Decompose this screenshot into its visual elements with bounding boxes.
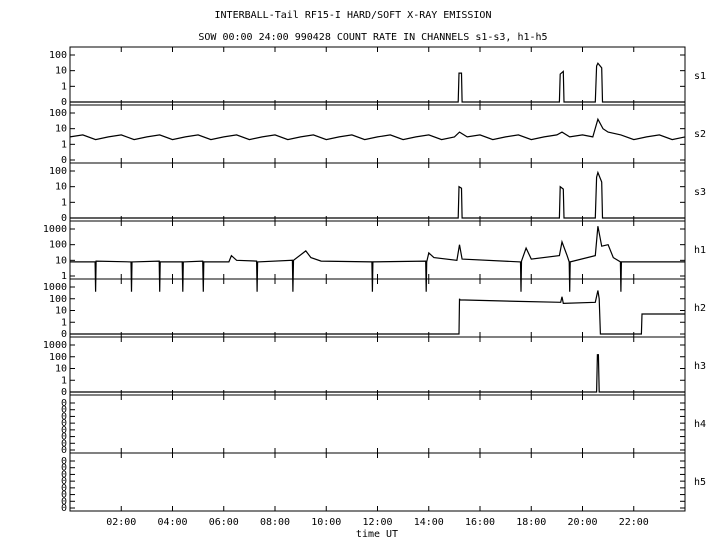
y-tick-label: 10 xyxy=(55,364,67,375)
y-tick-label: 0 xyxy=(61,445,67,456)
y-tick-label: 0 xyxy=(61,456,67,467)
panel-frame xyxy=(69,46,686,106)
panel-frame xyxy=(69,394,686,454)
y-tick-label: 1000 xyxy=(43,224,67,235)
panel-label: h3 xyxy=(694,361,706,372)
x-tick-label: 04:00 xyxy=(157,517,187,528)
y-tick-label: 1 xyxy=(61,81,67,92)
data-line xyxy=(70,290,685,335)
y-tick-label: 100 xyxy=(49,294,67,305)
y-tick-label: 0 xyxy=(61,432,67,443)
y-tick-label: 0 xyxy=(61,329,67,340)
panel-label: s3 xyxy=(694,187,706,198)
y-tick-label: 0 xyxy=(61,405,67,416)
x-tick-label: 16:00 xyxy=(465,517,495,528)
y-tick-label: 0 xyxy=(61,398,67,409)
x-axis-label: time UT xyxy=(356,529,398,540)
panel-label: h1 xyxy=(694,245,706,256)
y-tick-label: 0 xyxy=(61,483,67,494)
y-tick-label: 0 xyxy=(61,418,67,429)
y-tick-label: 0 xyxy=(61,503,67,514)
x-tick-label: 12:00 xyxy=(362,517,392,528)
y-tick-label: 0 xyxy=(61,438,67,449)
panel-label: h4 xyxy=(694,419,706,430)
panel-label: s2 xyxy=(694,129,706,140)
y-tick-label: 0 xyxy=(61,411,67,422)
panel-frame xyxy=(69,336,686,396)
y-tick-label: 0 xyxy=(61,213,67,224)
panel-frame xyxy=(69,220,686,280)
data-line xyxy=(70,62,685,103)
panel-label: h5 xyxy=(694,477,706,488)
y-tick-label: 0 xyxy=(61,476,67,487)
panel-frame xyxy=(69,104,686,164)
y-tick-label: 1 xyxy=(61,375,67,386)
y-tick-label: 10 xyxy=(55,124,67,135)
y-tick-label: 100 xyxy=(49,352,67,363)
y-tick-label: 1 xyxy=(61,139,67,150)
y-tick-label: 1 xyxy=(61,317,67,328)
data-line xyxy=(70,226,685,292)
chart-title: INTERBALL-Tail RF15-I HARD/SOFT X-RAY EM… xyxy=(215,10,492,21)
x-tick-label: 20:00 xyxy=(567,517,597,528)
y-tick-label: 10 xyxy=(55,255,67,266)
x-tick-label: 14:00 xyxy=(414,517,444,528)
y-tick-label: 0 xyxy=(61,97,67,108)
panel-frame xyxy=(69,162,686,222)
y-tick-label: 0 xyxy=(61,425,67,436)
y-tick-label: 0 xyxy=(61,490,67,501)
panel-label: s1 xyxy=(694,71,706,82)
x-tick-label: 02:00 xyxy=(106,517,136,528)
chart-subtitle: SOW 00:00 24:00 990428 COUNT RATE IN CHA… xyxy=(198,32,547,43)
y-tick-label: 1000 xyxy=(43,340,67,351)
y-tick-label: 10 xyxy=(55,306,67,317)
data-line xyxy=(70,170,685,219)
y-tick-label: 100 xyxy=(49,240,67,251)
y-tick-label: 1 xyxy=(61,271,67,282)
y-tick-label: 1000 xyxy=(43,282,67,293)
y-tick-label: 1 xyxy=(61,197,67,208)
data-line xyxy=(70,354,685,393)
y-tick-label: 0 xyxy=(61,463,67,474)
x-tick-label: 10:00 xyxy=(311,517,341,528)
data-line xyxy=(69,117,686,141)
y-tick-label: 10 xyxy=(55,66,67,77)
y-tick-label: 100 xyxy=(49,166,67,177)
x-tick-label: 06:00 xyxy=(209,517,239,528)
y-tick-label: 0 xyxy=(61,387,67,398)
panel-frame xyxy=(69,452,686,512)
panel-frame xyxy=(69,278,686,338)
y-tick-label: 0 xyxy=(61,155,67,166)
panel-label: h2 xyxy=(694,303,706,314)
x-tick-label: 22:00 xyxy=(619,517,649,528)
y-tick-label: 0 xyxy=(61,469,67,480)
y-tick-label: 10 xyxy=(55,182,67,193)
x-tick-label: 18:00 xyxy=(516,517,546,528)
y-tick-label: 100 xyxy=(49,50,67,61)
y-tick-label: 100 xyxy=(49,108,67,119)
y-tick-label: 0 xyxy=(61,496,67,507)
x-tick-label: 08:00 xyxy=(260,517,290,528)
